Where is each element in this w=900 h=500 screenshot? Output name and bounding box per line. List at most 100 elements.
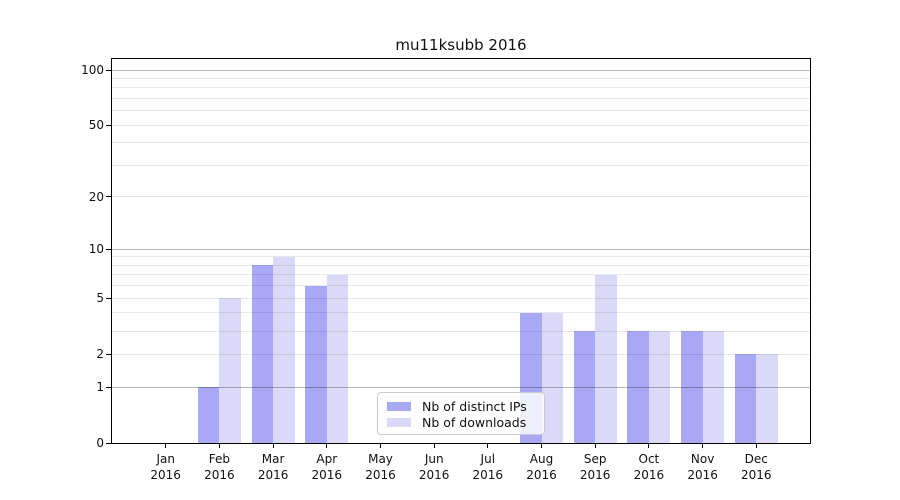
- x-tick-year: 2016: [472, 468, 504, 482]
- x-tick-year: 2016: [526, 468, 557, 482]
- bar-sep-series0: [573, 331, 596, 443]
- x-tick-mark-jul: [487, 444, 489, 448]
- gridline-major-10: [112, 248, 810, 250]
- x-tick-year: 2016: [418, 468, 450, 482]
- x-tick-mark-sep: [594, 444, 596, 448]
- y-tick-label-50: 50: [88, 118, 104, 133]
- x-tick-year: 2016: [579, 468, 611, 482]
- x-tick-mark-may: [380, 444, 381, 448]
- x-tick-month: Nov: [690, 452, 715, 466]
- x-tick-month: Jan: [156, 452, 175, 466]
- y-tick-mark-1: [106, 386, 111, 388]
- bar-nov-series0: [681, 331, 703, 443]
- x-tick-mark-aug: [541, 444, 542, 448]
- x-tick-label-may: May 2016: [349, 451, 413, 483]
- plot-area: Nb of distinct IPs Nb of downloads: [111, 58, 811, 444]
- x-tick-label-nov: Nov 2016: [671, 451, 735, 483]
- x-tick-month: Dec: [744, 452, 768, 466]
- y-tick-mark-0: [106, 442, 111, 444]
- x-tick-year: 2016: [257, 468, 289, 482]
- y-tick-label-2: 2: [96, 347, 104, 362]
- x-tick-mark-jan: [165, 444, 167, 448]
- x-tick-year: 2016: [633, 468, 665, 482]
- bar-mar-series1: [273, 256, 295, 443]
- x-tick-label-aug: Aug 2016: [510, 451, 574, 483]
- bar-dec-series1: [756, 354, 778, 443]
- bar-mar-series0: [251, 265, 274, 443]
- x-tick-month: Mar: [261, 452, 285, 466]
- y-tick-label-20: 20: [88, 189, 104, 204]
- gridline-major-1: [112, 386, 810, 388]
- x-tick-mark-jun: [433, 444, 435, 448]
- x-tick-mark-nov: [702, 444, 704, 448]
- x-tick-year: 2016: [311, 468, 343, 482]
- bar-feb-series0: [197, 387, 220, 443]
- gridline-minor-6: [112, 285, 810, 287]
- gridline-minor-90: [112, 77, 810, 79]
- gridline-minor-4: [112, 312, 810, 314]
- x-tick-label-apr: Apr 2016: [295, 451, 359, 483]
- x-tick-month: Apr: [316, 452, 338, 466]
- bar-aug-series1: [541, 312, 563, 443]
- legend-swatch-distinct-ips: [387, 401, 411, 411]
- y-tick-mark-2: [106, 353, 111, 355]
- y-tick-label-5: 5: [96, 291, 104, 306]
- chart-title: mu11ksubb 2016: [395, 36, 527, 54]
- y-tick-label-0: 0: [96, 436, 104, 450]
- y-tick-label-100: 100: [81, 63, 104, 77]
- x-tick-year: 2016: [365, 468, 396, 482]
- x-tick-mark-oct: [648, 444, 650, 448]
- plot-inner: Nb of distinct IPs Nb of downloads: [112, 59, 810, 443]
- bar-feb-series1: [219, 298, 241, 443]
- x-tick-mark-apr: [326, 444, 328, 448]
- gridline-minor-3: [112, 330, 810, 332]
- gridline-minor-2: [112, 353, 810, 355]
- x-tick-month: Sep: [583, 452, 607, 466]
- legend-item-distinct-ips: Nb of distinct IPs: [387, 398, 535, 414]
- x-tick-label-mar: Mar 2016: [241, 451, 305, 483]
- y-tick-mark-10: [106, 248, 111, 250]
- bar-apr-series1: [326, 274, 349, 443]
- y-tick-mark-100: [106, 69, 111, 71]
- x-tick-year: 2016: [150, 468, 181, 482]
- gridline-minor-9: [112, 256, 810, 258]
- x-tick-month: May: [368, 452, 393, 466]
- bar-nov-series1: [702, 331, 725, 443]
- gridline-minor-40: [112, 142, 810, 144]
- x-tick-mark-mar: [272, 444, 274, 448]
- x-tick-month: Jul: [480, 452, 496, 466]
- x-tick-label-oct: Oct 2016: [617, 451, 681, 483]
- x-tick-label-feb: Feb 2016: [187, 451, 251, 483]
- y-tick-mark-5: [106, 297, 111, 299]
- legend-item-downloads: Nb of downloads: [387, 415, 535, 430]
- gridline-minor-8: [112, 264, 810, 266]
- x-tick-year: 2016: [687, 468, 718, 482]
- y-tick-mark-50: [106, 124, 111, 126]
- gridline-minor-30: [112, 165, 810, 166]
- bar-apr-series0: [305, 285, 327, 443]
- x-tick-label-jun: Jun 2016: [402, 451, 466, 483]
- legend: Nb of distinct IPs Nb of downloads: [377, 392, 545, 435]
- y-tick-mark-20: [106, 196, 111, 198]
- x-tick-month: Oct: [638, 452, 660, 466]
- x-tick-label-sep: Sep 2016: [563, 451, 627, 483]
- gridline-minor-60: [112, 110, 810, 112]
- x-tick-month: Aug: [529, 452, 554, 466]
- gridline-minor-70: [112, 98, 810, 99]
- gridline-minor-5: [112, 297, 810, 299]
- x-tick-label-jul: Jul 2016: [456, 451, 520, 483]
- bar-oct-series0: [627, 331, 649, 443]
- x-tick-mark-feb: [218, 444, 220, 448]
- x-tick-label-dec: Dec 2016: [724, 451, 788, 483]
- gridline-minor-7: [112, 274, 810, 276]
- bar-oct-series1: [648, 331, 671, 443]
- legend-label-distinct-ips: Nb of distinct IPs: [422, 398, 527, 414]
- gridline-major-100: [112, 69, 810, 71]
- gridline-minor-80: [112, 87, 810, 89]
- y-tick-label-10: 10: [88, 242, 104, 257]
- x-tick-label-jan: Jan 2016: [134, 451, 198, 483]
- y-tick-label-1: 1: [96, 380, 104, 394]
- gridline-minor-20: [112, 196, 810, 198]
- x-tick-mark-dec: [755, 444, 757, 448]
